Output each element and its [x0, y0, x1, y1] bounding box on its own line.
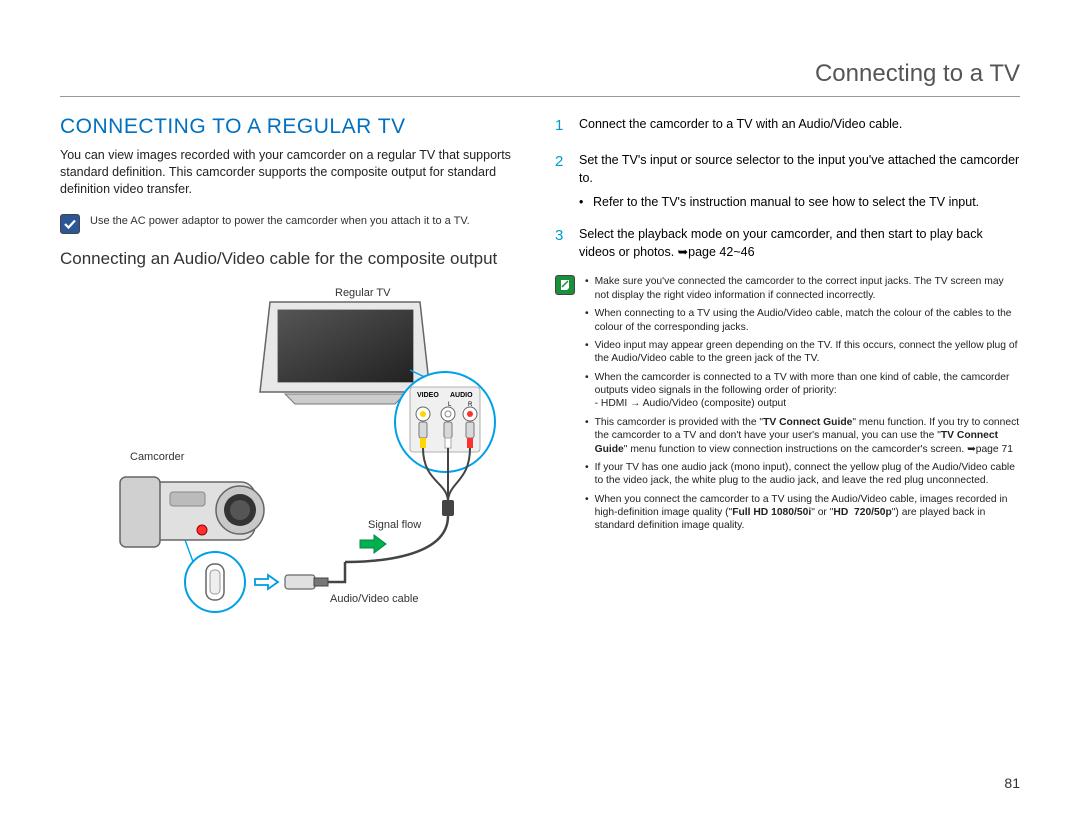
tv-graphic — [260, 302, 430, 404]
note-item: •When the camcorder is connected to a TV… — [585, 371, 1020, 411]
step-item: 2 Set the TV's input or source selector … — [555, 151, 1020, 211]
intro-text: You can view images recorded with your c… — [60, 147, 525, 198]
page-header: Connecting to a TV — [60, 60, 1020, 97]
cable-label: Audio/Video cable — [330, 593, 418, 605]
arrow-right-icon — [360, 535, 386, 553]
step-number: 3 — [555, 225, 567, 261]
step-number: 1 — [555, 115, 567, 137]
step-body: Set the TV's input or source selector to… — [579, 151, 1020, 211]
camcorder-graphic — [120, 477, 264, 547]
step-body: Connect the camcorder to a TV with an Au… — [579, 115, 1020, 137]
tv-label: Regular TV — [335, 287, 391, 299]
sub-heading: Connecting an Audio/Video cable for the … — [60, 248, 525, 270]
step-item: 1 Connect the camcorder to a TV with an … — [555, 115, 1020, 137]
page-number: 81 — [1004, 775, 1020, 791]
svg-text:AUDIO: AUDIO — [450, 392, 473, 399]
note-item: •Video input may appear green depending … — [585, 339, 1020, 366]
step-item: 3 Select the playback mode on your camco… — [555, 225, 1020, 261]
check-icon — [60, 214, 80, 234]
step-list: 1 Connect the camcorder to a TV with an … — [555, 115, 1020, 261]
note-item: •If your TV has one audio jack (mono inp… — [585, 461, 1020, 488]
svg-text:VIDEO: VIDEO — [417, 392, 439, 399]
note-icon — [555, 275, 575, 295]
signal-flow-label: Signal flow — [368, 519, 421, 531]
note-item: •This camcorder is provided with the "TV… — [585, 416, 1020, 456]
main-heading: CONNECTING TO A REGULAR TV — [60, 115, 525, 139]
note-item: •When connecting to a TV using the Audio… — [585, 307, 1020, 334]
camcorder-label: Camcorder — [130, 451, 185, 463]
step-body: Select the playback mode on your camcord… — [579, 225, 1020, 261]
notes-block: •Make sure you've connected the camcorde… — [555, 275, 1020, 537]
step-number: 2 — [555, 151, 567, 211]
arrow-left-icon — [255, 575, 278, 589]
info-text: Use the AC power adaptor to power the ca… — [90, 214, 470, 228]
notes-list: •Make sure you've connected the camcorde… — [585, 275, 1020, 537]
note-item: •Make sure you've connected the camcorde… — [585, 275, 1020, 302]
info-callout: Use the AC power adaptor to power the ca… — [60, 214, 525, 234]
note-item: •When you connect the camcorder to a TV … — [585, 493, 1020, 533]
connection-diagram: Regular TV — [60, 282, 525, 622]
